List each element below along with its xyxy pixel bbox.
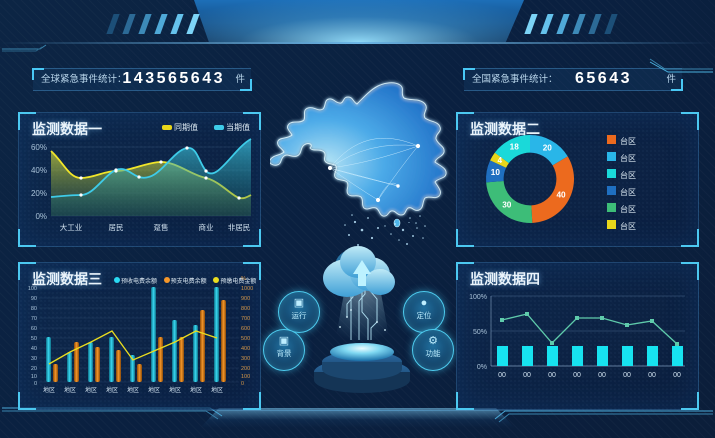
svg-text:%: % [241,276,246,282]
svg-text:90: 90 [31,296,37,302]
svg-text:地区: 地区 [85,386,97,394]
svg-text:30: 30 [502,201,512,210]
svg-text:800: 800 [241,306,250,312]
svg-text:0: 0 [34,381,37,387]
svg-text:200: 200 [241,366,250,372]
svg-text:地区: 地区 [43,386,55,394]
svg-text:00: 00 [623,372,631,379]
svg-text:600: 600 [241,326,250,332]
svg-text:00: 00 [548,372,556,379]
svg-text:0: 0 [241,381,244,387]
svg-text:非居民: 非居民 [228,222,251,232]
svg-text:40: 40 [31,346,37,352]
svg-text:60%: 60% [31,143,47,152]
svg-text:20: 20 [543,144,553,153]
svg-text:30: 30 [31,356,37,362]
svg-text:00: 00 [598,372,606,379]
svg-text:50%: 50% [473,329,487,336]
svg-text:大工业: 大工业 [60,222,83,232]
svg-text:40: 40 [556,191,566,200]
svg-text:900: 900 [241,296,250,302]
svg-text:地区: 地区 [169,386,181,394]
svg-text:100%: 100% [469,294,487,301]
svg-text:地区: 地区 [106,386,118,394]
svg-text:0%: 0% [35,212,47,221]
svg-text:80: 80 [31,306,37,312]
svg-text:40%: 40% [31,166,47,175]
svg-text:500: 500 [241,336,250,342]
svg-text:00: 00 [498,372,506,379]
svg-text:20%: 20% [31,189,47,198]
svg-text:地区: 地区 [190,386,202,394]
svg-text:0%: 0% [477,364,487,371]
svg-text:700: 700 [241,316,250,322]
svg-text:10: 10 [491,168,501,177]
svg-text:100: 100 [28,286,37,292]
svg-text:00: 00 [648,372,656,379]
svg-text:00: 00 [523,372,531,379]
svg-text:4: 4 [498,156,503,165]
svg-text:70: 70 [31,316,37,322]
svg-text:100: 100 [241,374,250,380]
svg-text:00: 00 [573,372,581,379]
svg-text:1000: 1000 [241,286,253,292]
svg-text:趸售: 趸售 [154,222,169,232]
svg-text:18: 18 [510,143,520,152]
svg-text:地区: 地区 [211,386,223,394]
svg-text:400: 400 [241,346,250,352]
svg-text:地区: 地区 [64,386,76,394]
svg-text:地区: 地区 [127,386,139,394]
svg-text:00: 00 [673,372,681,379]
svg-text:地区: 地区 [148,386,160,394]
svg-text:60: 60 [31,326,37,332]
svg-text:居民: 居民 [109,223,124,232]
svg-text:20: 20 [31,366,37,372]
svg-text:商业: 商业 [199,222,214,232]
svg-text:300: 300 [241,356,250,362]
svg-text:50: 50 [31,336,37,342]
svg-text:10: 10 [31,374,37,380]
